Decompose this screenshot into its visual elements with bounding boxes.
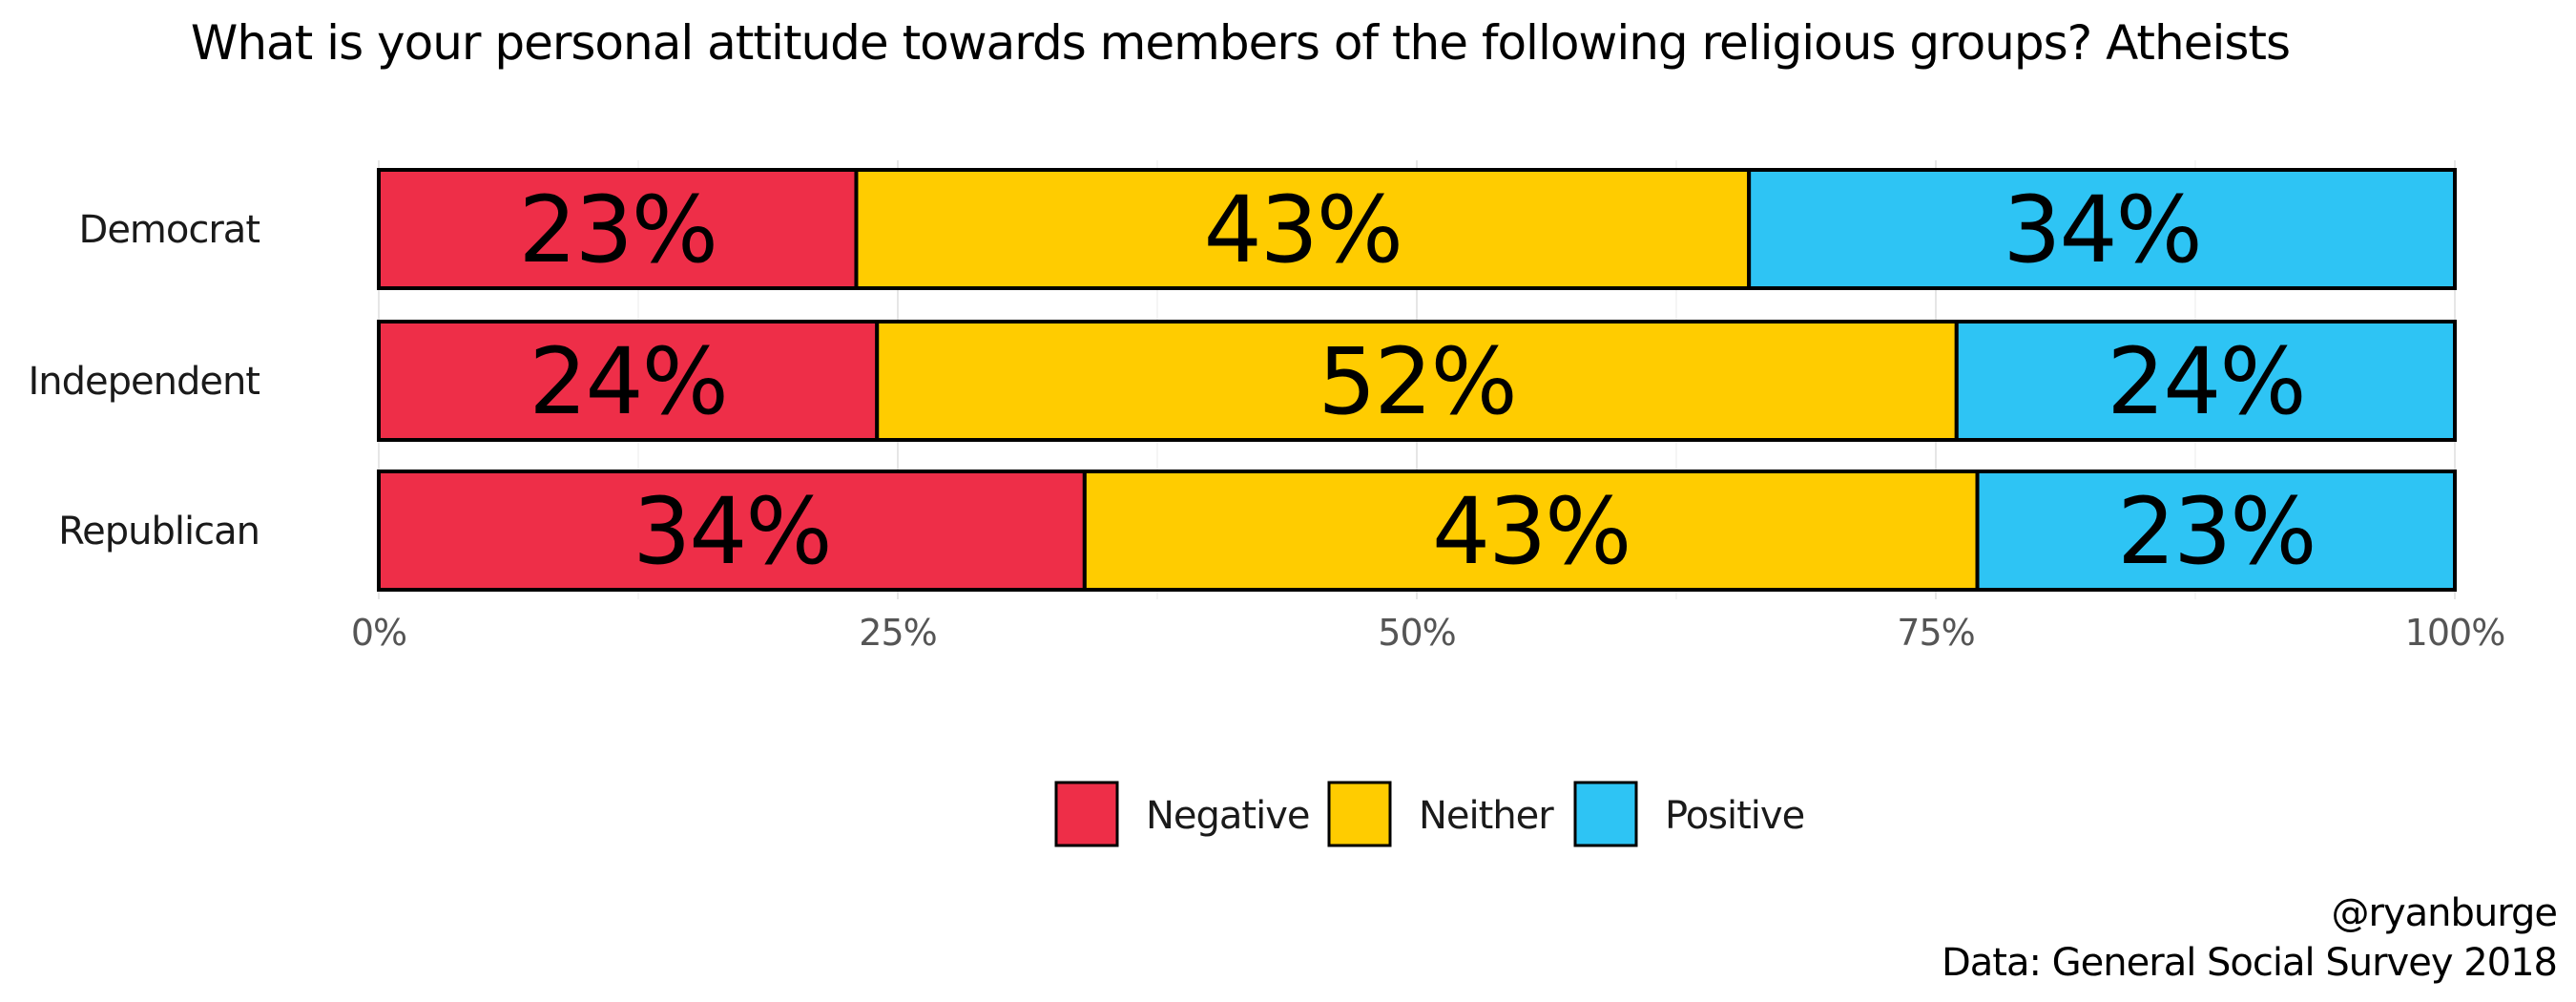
bar-neither-republican bbox=[1082, 470, 1980, 592]
data-label: 23% bbox=[2117, 478, 2315, 585]
category-label: Independent bbox=[28, 360, 260, 404]
legend-label: Negative bbox=[1146, 794, 1310, 838]
data-label: 23% bbox=[519, 177, 717, 283]
legend-swatch-negative bbox=[1054, 781, 1119, 847]
data-label: 24% bbox=[2107, 328, 2304, 435]
x-tick-label: 75% bbox=[1897, 612, 1974, 654]
legend-label: Positive bbox=[1665, 794, 1804, 838]
legend-swatch-neither bbox=[1327, 781, 1392, 847]
bar-negative-independent bbox=[377, 320, 880, 442]
data-label: 43% bbox=[1432, 478, 1630, 585]
legend: Negative Neither Positive bbox=[1054, 781, 1805, 847]
y-axis: Democrat Independent Republican bbox=[28, 208, 260, 553]
x-tick-label: 100% bbox=[2405, 612, 2505, 654]
legend-swatch-positive bbox=[1573, 781, 1638, 847]
bar-positive-republican bbox=[1975, 470, 2458, 592]
category-label: Republican bbox=[58, 510, 260, 553]
legend-label: Neither bbox=[1419, 794, 1554, 838]
chart-title: What is your personal attitude towards m… bbox=[191, 15, 2290, 71]
author-handle: @ryanburge bbox=[2332, 891, 2557, 935]
data-label: 24% bbox=[529, 328, 726, 435]
bar-positive-democrat bbox=[1747, 168, 2458, 290]
data-source: Data: General Social Survey 2018 bbox=[1942, 941, 2557, 985]
bar-neither-independent bbox=[875, 320, 1959, 442]
plot-area: 23% 43% 34% 24% 52% 24% 34% 43% 23% bbox=[377, 168, 2458, 592]
x-tick-label: 25% bbox=[859, 612, 936, 654]
data-label: 43% bbox=[1204, 177, 1402, 283]
bar-neither-democrat bbox=[854, 168, 1752, 290]
bar-positive-independent bbox=[1954, 320, 2457, 442]
data-label: 52% bbox=[1318, 328, 1515, 435]
bar-negative-republican bbox=[377, 470, 1087, 592]
x-axis: 0% 25% 50% 75% 100% bbox=[351, 612, 2505, 654]
x-tick-label: 0% bbox=[351, 612, 406, 654]
data-label: 34% bbox=[633, 478, 830, 585]
category-label: Democrat bbox=[79, 208, 260, 252]
x-tick-label: 50% bbox=[1378, 612, 1455, 654]
data-label: 34% bbox=[2003, 177, 2200, 283]
